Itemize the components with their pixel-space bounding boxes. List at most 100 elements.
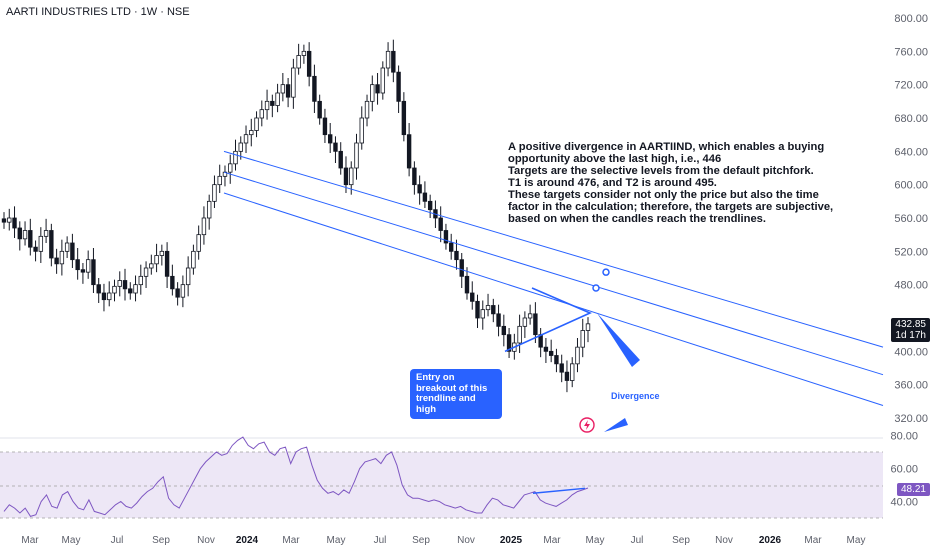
candle-body <box>496 313 501 327</box>
annotation-line: T1 is around 476, and T2 is around 495. <box>508 177 717 189</box>
candle-body <box>291 67 296 98</box>
candle-body <box>80 269 86 273</box>
lightning-icon[interactable] <box>579 417 595 433</box>
candle-body <box>327 134 333 144</box>
time-tick-label: Nov <box>457 535 475 546</box>
candle-body <box>364 100 370 119</box>
candle-body <box>259 109 265 119</box>
candle-body <box>22 230 28 240</box>
price-tick-label: 320.00 <box>894 413 928 425</box>
candle-body <box>406 134 412 169</box>
candle-body <box>275 92 280 106</box>
candle-body <box>1 218 7 223</box>
candle-body <box>454 250 459 261</box>
time-tick-label: Mar <box>804 535 822 546</box>
candle-body <box>527 313 533 319</box>
time-tick-label: Nov <box>715 535 733 546</box>
annotation-line: A positive divergence in AARTIIND, which… <box>508 141 825 153</box>
pitchfork-upper <box>223 150 884 348</box>
candle-body <box>12 217 17 229</box>
candle-body <box>228 163 233 173</box>
time-tick-label: 2026 <box>759 535 782 546</box>
candle-body <box>101 292 107 301</box>
candle-body <box>559 363 564 373</box>
candle-body <box>270 100 275 106</box>
candle-body <box>38 235 44 252</box>
candle-body <box>301 50 307 56</box>
candle-body <box>217 175 222 186</box>
rsi-band <box>0 452 883 518</box>
candle-body <box>128 288 133 294</box>
price-tick-label: 760.00 <box>894 46 928 58</box>
candle-body <box>33 246 38 252</box>
time-tick-label: Mar <box>282 535 300 546</box>
candle-body <box>517 325 522 344</box>
time-tick-label: Jul <box>111 535 124 546</box>
pitchfork-lower <box>223 192 884 406</box>
candle-body <box>164 250 170 277</box>
candle-body <box>212 184 217 202</box>
candle-body <box>380 67 386 94</box>
candle-body <box>585 323 591 331</box>
candle-body <box>417 184 422 194</box>
rsi-line <box>3 436 589 517</box>
time-tick-label: Sep <box>672 535 690 546</box>
candle-body <box>491 305 496 315</box>
candle-body <box>343 167 349 186</box>
price-tick-label: 360.00 <box>894 380 928 392</box>
price-tick-label: 600.00 <box>894 180 928 192</box>
price-tick-label: 800.00 <box>894 13 928 25</box>
candle-body <box>180 284 186 298</box>
annotation-line: Targets are the selective levels from th… <box>508 165 814 177</box>
candle-body <box>475 300 480 319</box>
candle-body <box>28 230 33 248</box>
candle-body <box>159 250 165 256</box>
candle-body <box>133 284 138 294</box>
candle-body <box>354 142 359 169</box>
candle-body <box>122 280 128 290</box>
annotation-line: factor in the calculation; therefore, th… <box>508 201 834 213</box>
price-tick-label: 520.00 <box>894 246 928 258</box>
candle-body <box>422 192 428 202</box>
candle-body <box>64 242 70 252</box>
candle-body <box>370 84 375 102</box>
annotation-line: opportunity above the last high, i.e., 4… <box>508 153 722 165</box>
candle-body <box>333 142 338 152</box>
rsi-tick-label: 60.00 <box>890 464 918 476</box>
candle-body <box>206 200 212 219</box>
candle-body <box>443 230 449 244</box>
candle-body <box>154 255 159 265</box>
candle-body <box>412 167 417 186</box>
candle-body <box>570 363 575 381</box>
candle-body <box>296 55 301 69</box>
candle-body <box>43 230 49 237</box>
candle-body <box>459 259 464 277</box>
price-axis: 320.00 360.00 400.00 480.00 520.00 560.00 600.… <box>890 13 928 509</box>
candle-body <box>170 275 175 290</box>
candle-body <box>464 275 470 294</box>
candle-body <box>580 330 585 348</box>
divergence-label: Divergence <box>611 391 660 401</box>
time-tick-label: Sep <box>152 535 170 546</box>
time-tick-label: Jul <box>374 535 387 546</box>
entry-callout: Entry on breakout of this trendline and … <box>410 369 502 419</box>
last-price: 432.85 <box>895 319 926 330</box>
time-tick-label: Mar <box>21 535 39 546</box>
time-axis: Mar May Jul Sep Nov 2024 Mar May Jul Sep Nov 2025 Ma… <box>21 535 865 546</box>
candle-body <box>543 346 549 352</box>
candle-body <box>449 242 454 252</box>
candle-body <box>233 150 238 165</box>
candle-body <box>201 217 207 236</box>
annotation-line: These targets consider not only the pric… <box>508 189 819 201</box>
candle-body <box>338 150 343 169</box>
target-t1-marker <box>592 284 600 292</box>
candle-body <box>564 371 570 381</box>
rsi-tick-label: 80.00 <box>890 431 918 443</box>
time-tick-label: May <box>586 535 605 546</box>
candle-body <box>59 250 65 265</box>
candle-body <box>548 350 554 356</box>
candle-body <box>185 267 191 286</box>
candle-body <box>75 259 80 271</box>
candle-body <box>396 71 401 102</box>
